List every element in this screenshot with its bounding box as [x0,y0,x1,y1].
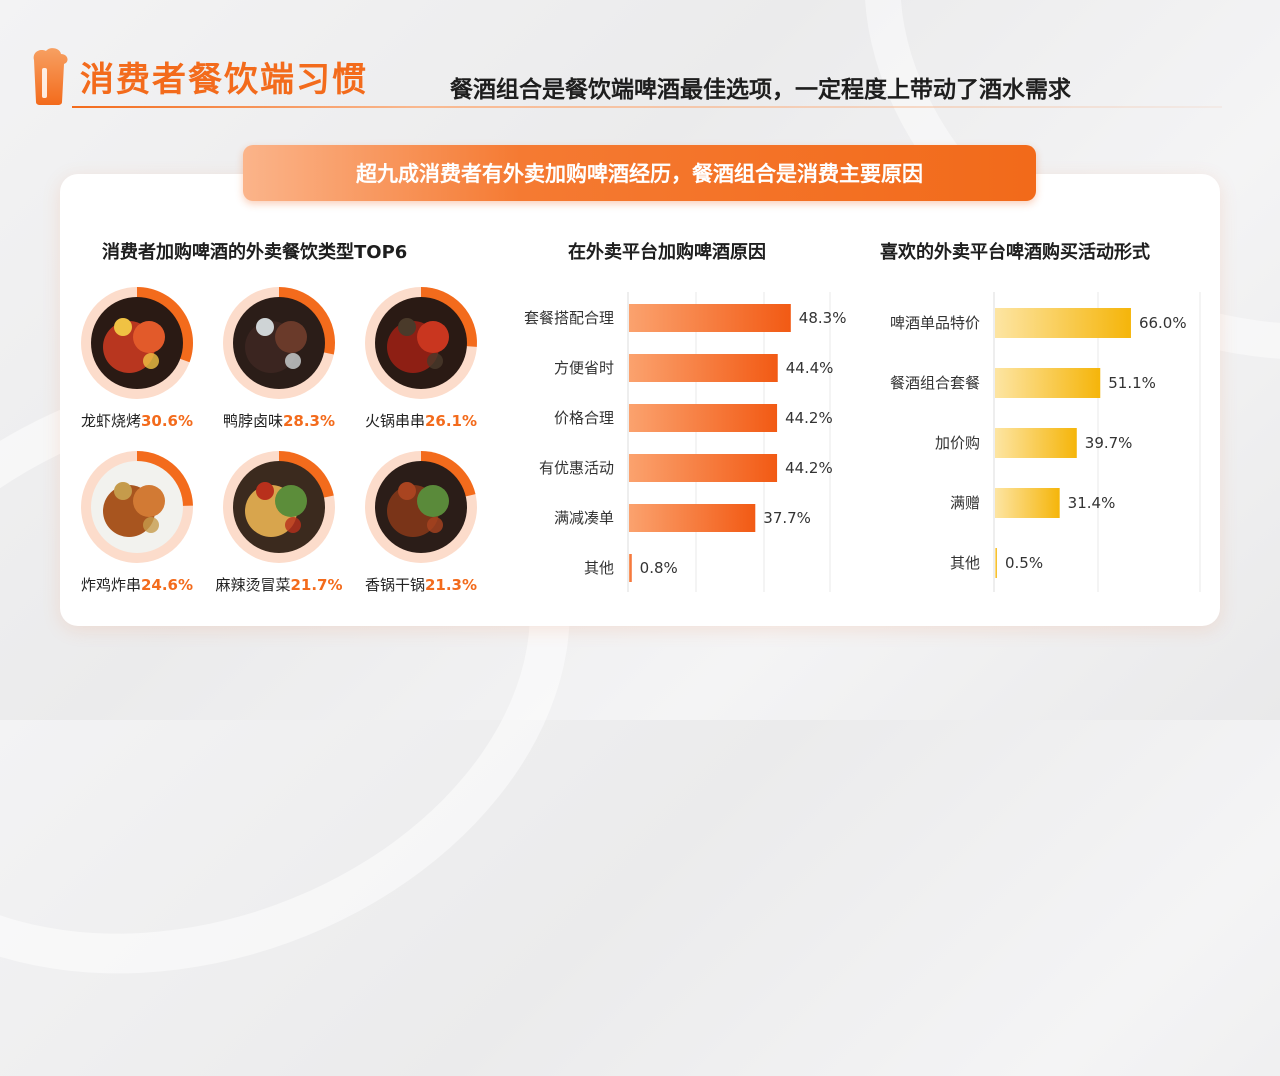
value-label: 0.5% [1005,554,1043,572]
value-label: 48.3% [799,309,847,327]
food-type-label: 龙虾烧烤30.6% [62,410,212,431]
bar [995,368,1101,398]
food-type-label: 火锅串串26.1% [346,410,496,431]
category-label: 加价购 [935,434,980,452]
food-share-donut [365,287,477,399]
crayfish-bbq-photo [91,297,183,389]
bar [629,404,778,432]
value-label: 44.2% [785,409,833,427]
bar [629,554,632,582]
page-title: 消费者餐饮端习惯 [80,60,368,100]
value-label: 44.2% [785,459,833,477]
value-label: 51.1% [1108,374,1156,392]
value-label: 39.7% [1085,434,1133,452]
food-share-donut [81,451,193,563]
food-type-label: 麻辣烫冒菜21.7% [204,574,354,595]
page-subtitle: 餐酒组合是餐饮端啤酒最佳选项，一定程度上带动了酒水需求 [450,77,1071,103]
food-type-label: 炸鸡炸串24.6% [62,574,212,595]
promo-bar-chart: 啤酒单品特价 66.0% 餐酒组合套餐 51.1% 加价购 39.7% 满赠 31.4% 其他 0… [890,292,1201,592]
food-share-donut [223,287,335,399]
food-type-percent: 21.7% [290,576,343,594]
value-label: 0.8% [640,559,678,577]
bar [629,304,791,332]
category-label: 套餐搭配合理 [524,309,614,327]
category-label: 方便省时 [554,359,614,377]
food-type-percent: 24.6% [140,576,194,594]
food-type-label: 香锅干锅21.3% [346,574,496,595]
category-label: 满减凑单 [554,509,614,527]
food-type-label: 鸭脖卤味28.3% [204,410,354,431]
bar [629,504,756,532]
category-label: 其他 [950,554,980,572]
bar [995,488,1060,518]
food-type-name: 鸭脖卤味 [222,412,283,430]
value-label: 44.4% [786,359,834,377]
food-type-name: 香锅干锅 [364,576,425,594]
header: 消费者餐饮端习惯 餐酒组合是餐饮端啤酒最佳选项，一定程度上带动了酒水需求 [28,40,1228,110]
braised-duck-neck-photo [233,297,325,389]
value-label: 31.4% [1068,494,1116,512]
promo-section-title: 喜欢的外卖平台啤酒购买活动形式 [880,242,1150,263]
category-label: 有优惠活动 [539,459,614,477]
malatang-photo [233,461,325,553]
category-label: 其他 [584,559,614,577]
reasons-section-title: 在外卖平台加购啤酒原因 [568,242,766,263]
value-label: 66.0% [1139,314,1187,332]
food-type-percent: 28.3% [282,412,336,430]
food-type-percent: 21.3% [424,576,478,594]
category-label: 价格合理 [554,409,614,427]
title-divider [72,106,1222,108]
reasons-bar-chart: 套餐搭配合理 48.3% 方便省时 44.4% 价格合理 44.2% 有优惠活动 44.2% 满… [524,292,847,592]
food-type-percent: 26.1% [424,412,478,430]
dry-pot-photo [375,461,467,553]
food-share-donut [365,451,477,563]
bar [995,548,997,578]
hotpot-photo [375,297,467,389]
food-type-name: 炸鸡炸串 [80,576,141,594]
food-type-percent: 30.6% [140,412,194,430]
beer-glass-icon [33,48,68,105]
bar [629,454,778,482]
food-type-name: 火锅串串 [364,412,425,430]
food-share-donut [223,451,335,563]
category-label: 满赠 [950,494,980,512]
food-type-name: 龙虾烧烤 [80,412,141,430]
headline-banner: 超九成消费者有外卖加购啤酒经历，餐酒组合是消费主要原因 [243,145,1036,201]
category-label: 餐酒组合套餐 [890,374,980,392]
bar [629,354,778,382]
fried-chicken-photo [91,461,183,553]
food-type-name: 麻辣烫冒菜 [215,576,291,594]
food-share-donut [81,287,193,399]
bar [995,428,1077,458]
food-section-title: 消费者加购啤酒的外卖餐饮类型TOP6 [102,242,408,263]
bar [995,308,1131,338]
value-label: 37.7% [763,509,811,527]
category-label: 啤酒单品特价 [890,314,980,332]
